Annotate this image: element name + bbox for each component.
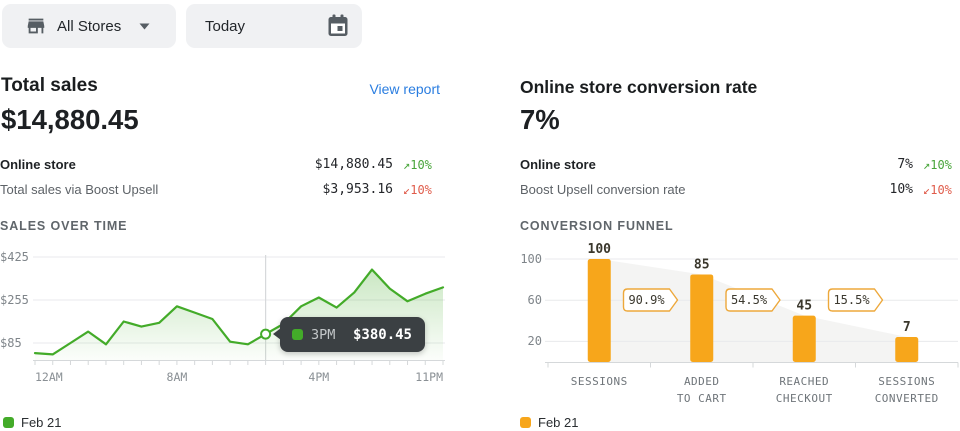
date-selector-label: Today bbox=[205, 17, 246, 35]
svg-text:45: 45 bbox=[796, 299, 812, 314]
svg-text:7: 7 bbox=[903, 320, 911, 335]
y-axis-label: $255 bbox=[0, 293, 29, 307]
x-axis-label: 11PM bbox=[415, 370, 443, 384]
sales-over-time-chart[interactable]: 3PM $380.45 $425 $255 $85 12AM 8AM 4PM 11PM bbox=[0, 243, 450, 393]
calendar-icon bbox=[326, 13, 350, 39]
y-axis-label: $425 bbox=[0, 250, 29, 264]
view-report-link[interactable]: View report bbox=[369, 81, 440, 97]
metric-label: Online store bbox=[520, 157, 596, 172]
funnel-category-label: ADDED TO CART bbox=[676, 375, 727, 406]
down-arrow-icon: ↙ bbox=[403, 182, 411, 197]
sales-panel-title: Total sales bbox=[1, 75, 98, 96]
metric-value: $3,953.16 bbox=[322, 182, 393, 197]
sales-legend: Feb 21 bbox=[3, 415, 61, 430]
metric-label: Total sales via Boost Upsell bbox=[0, 182, 159, 197]
conversion-panel-title: Online store conversion rate bbox=[520, 77, 758, 97]
funnel-category-label: SESSIONS CONVERTED bbox=[874, 375, 939, 406]
svg-text:85: 85 bbox=[694, 257, 710, 272]
metric-label: Boost Upsell conversion rate bbox=[520, 182, 686, 197]
legend-label: Feb 21 bbox=[538, 415, 579, 430]
svg-text:15.5%: 15.5% bbox=[833, 293, 870, 307]
metric-value: 10% bbox=[889, 182, 913, 197]
down-arrow-icon: ↙ bbox=[923, 182, 931, 197]
tooltip-time: 3PM bbox=[311, 326, 336, 343]
x-axis-label: 12AM bbox=[35, 370, 63, 384]
metric-row-boost-upsell-conversion: Boost Upsell conversion rate 10% ↙10% bbox=[520, 177, 960, 202]
conversion-metric-rows: Online store 7% ↗10% Boost Upsell conver… bbox=[520, 152, 960, 202]
x-axis-label: 4PM bbox=[308, 370, 330, 384]
y-axis-label: $85 bbox=[0, 336, 22, 350]
legend-label: Feb 21 bbox=[21, 415, 62, 430]
legend-swatch bbox=[520, 417, 531, 428]
store-selector-label: All Stores bbox=[57, 17, 122, 35]
svg-text:54.5%: 54.5% bbox=[731, 293, 768, 307]
date-selector[interactable]: Today bbox=[186, 4, 362, 48]
funnel-category-label: REACHED CHECKOUT bbox=[775, 375, 833, 406]
legend-swatch bbox=[3, 417, 14, 428]
metric-value: 7% bbox=[897, 157, 913, 172]
metric-delta: ↙10% bbox=[403, 182, 432, 197]
up-arrow-icon: ↗ bbox=[923, 157, 931, 172]
metric-row-online-store-conversion: Online store 7% ↗10% bbox=[520, 152, 960, 177]
tooltip-value: $380.45 bbox=[352, 326, 412, 343]
svg-text:90.9%: 90.9% bbox=[628, 293, 665, 307]
chevron-down-icon bbox=[139, 23, 150, 30]
metric-value: $14,880.45 bbox=[314, 157, 393, 172]
sales-over-time-heading: SALES OVER TIME bbox=[0, 219, 128, 233]
metric-delta: ↗10% bbox=[923, 157, 952, 172]
y-axis-label: 100 bbox=[520, 252, 542, 266]
conversion-rate-value: 7% bbox=[520, 104, 560, 135]
storefront-icon bbox=[25, 15, 47, 37]
metric-label: Online store bbox=[0, 157, 76, 172]
metric-delta: ↙10% bbox=[923, 182, 952, 197]
svg-text:100: 100 bbox=[588, 243, 612, 257]
conversion-legend: Feb 21 bbox=[520, 415, 578, 430]
chart-tooltip: 3PM $380.45 bbox=[273, 317, 425, 352]
sales-metric-rows: Online store $14,880.45 ↗10% Total sales… bbox=[0, 152, 440, 202]
y-axis-label: 20 bbox=[527, 334, 542, 349]
conversion-funnel-heading: CONVERSION FUNNEL bbox=[520, 219, 674, 233]
series-color-swatch bbox=[292, 329, 303, 340]
metric-delta: ↗10% bbox=[403, 157, 432, 172]
total-sales-value: $14,880.45 bbox=[1, 104, 139, 135]
up-arrow-icon: ↗ bbox=[403, 157, 411, 172]
store-selector[interactable]: All Stores bbox=[2, 4, 176, 48]
metric-row-boost-upsell-sales: Total sales via Boost Upsell $3,953.16 ↙… bbox=[0, 177, 440, 202]
conversion-funnel-chart[interactable]: 100 85 45 7 90.9% 54.5% 15.5% 100 60 20 SESSIONS AD… bbox=[520, 243, 960, 405]
x-axis-label: 8AM bbox=[166, 370, 188, 384]
y-axis-label: 60 bbox=[527, 293, 542, 308]
metric-row-online-store: Online store $14,880.45 ↗10% bbox=[0, 152, 440, 177]
funnel-category-label: SESSIONS bbox=[570, 375, 628, 388]
